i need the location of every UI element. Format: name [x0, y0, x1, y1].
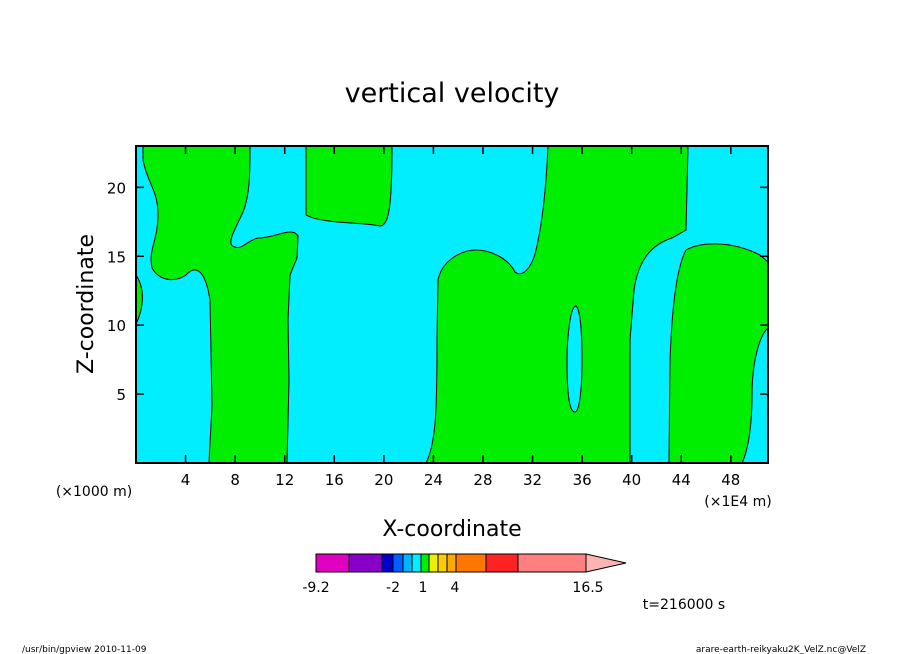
colorbar-swatch [455, 553, 487, 573]
colorbar-swatch [437, 553, 448, 573]
x-tick-label: 20 [374, 471, 393, 489]
y-axis-label: Z-coordinate [74, 234, 99, 374]
x-axis-label: X-coordinate [382, 517, 521, 542]
time-label: t=216000 s [643, 597, 725, 613]
x-tick-label: 8 [230, 471, 240, 489]
colorbar-tick-label: 4 [451, 580, 460, 596]
colorbar-swatch [402, 553, 413, 573]
colorbar-swatch [348, 553, 383, 573]
colorbar-tick-label: 1 [419, 580, 428, 596]
y-axis-ticks: 5 10 15 20 [107, 179, 768, 404]
footer-left: /usr/bin/gpview 2010-11-09 [22, 645, 147, 654]
contour-region-positive-1 [142, 145, 299, 464]
colorbar-swatch [315, 553, 350, 573]
x-axis-ticks: 4 8 12 16 20 24 28 32 36 40 44 48 [181, 146, 740, 489]
colorbar-arrow [585, 553, 627, 573]
chart-title: vertical velocity [345, 78, 560, 109]
y-tick-label: 15 [107, 248, 126, 266]
contour-region-positive-4 [668, 243, 769, 464]
colorbar-swatch [392, 553, 404, 573]
colorbar-swatch [381, 553, 394, 573]
x-unit-left: (×1000 m) [56, 484, 132, 500]
x-tick-label: 16 [325, 471, 344, 489]
x-tick-label: 12 [275, 471, 294, 489]
y-tick-label: 10 [107, 317, 126, 335]
colorbar-swatch [517, 553, 587, 573]
y-tick-label: 20 [107, 179, 126, 197]
colorbar-swatch [411, 553, 422, 573]
x-unit-right: (×1E4 m) [704, 494, 771, 510]
x-tick-label: 44 [672, 471, 691, 489]
colorbar-tick-label: 16.5 [572, 580, 603, 596]
colorbar-tick-label: -2 [386, 580, 400, 596]
colorbar-swatch [485, 553, 519, 573]
colorbar-swatch [446, 553, 457, 573]
x-tick-label: 48 [721, 471, 740, 489]
plot-frame [135, 145, 769, 464]
contour-region-positive-2 [305, 145, 393, 227]
x-tick-label: 4 [181, 471, 191, 489]
colorbar-swatch [420, 553, 430, 573]
x-tick-label: 36 [573, 471, 592, 489]
x-tick-label: 40 [622, 471, 641, 489]
x-tick-label: 24 [424, 471, 443, 489]
colorbar-swatch [428, 553, 439, 573]
colorbar-tick-label: -9.2 [302, 580, 329, 596]
colorbar-tick-labels: -9.2 -2 1 4 16.5 [302, 580, 603, 596]
colorbar [315, 553, 627, 573]
y-tick-label: 5 [116, 386, 126, 404]
contour-region-positive-3 [425, 145, 689, 464]
x-tick-label: 32 [523, 471, 542, 489]
x-tick-label: 28 [473, 471, 492, 489]
footer-right: arare-earth-reikyaku2K_VelZ.nc@VelZ [696, 645, 866, 654]
